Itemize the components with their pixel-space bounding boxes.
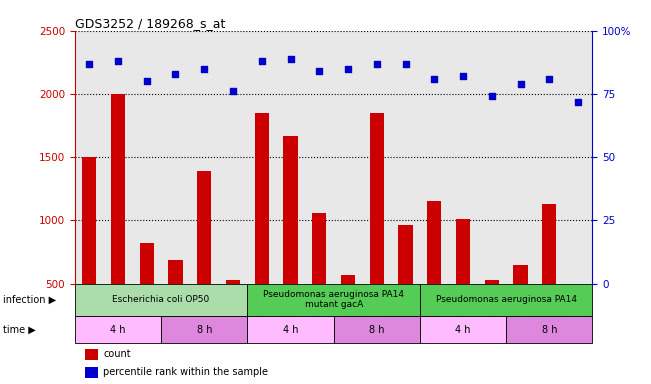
Point [544,76,555,82]
Bar [111,94,125,347]
Text: 8 h: 8 h [369,324,385,334]
Point [171,71,181,77]
Bar [75,316,161,343]
Point [429,76,439,82]
Bar [542,204,557,347]
Bar [333,316,420,343]
Point [314,68,324,74]
Point [486,93,497,99]
Bar [169,260,183,347]
Bar [161,316,247,343]
Point [199,66,210,72]
Bar [139,243,154,347]
Text: 4 h: 4 h [283,324,298,334]
Bar [247,316,333,343]
Point [228,88,238,94]
Bar [283,136,298,347]
Bar [85,367,98,378]
Point [458,73,468,79]
Bar [370,113,384,347]
Point [113,58,123,64]
Point [141,78,152,84]
Text: GDS3252 / 189268_s_at: GDS3252 / 189268_s_at [75,17,225,30]
Point [285,55,296,61]
Text: infection ▶: infection ▶ [3,295,57,305]
Text: percentile rank within the sample: percentile rank within the sample [104,367,268,377]
Text: count: count [104,349,131,359]
Point [573,98,583,104]
Bar [484,280,499,347]
Text: 8 h: 8 h [542,324,557,334]
Bar [398,225,413,347]
Bar [420,316,506,343]
Bar [82,157,96,347]
Text: time ▶: time ▶ [3,324,36,334]
Bar [255,113,269,347]
Point [400,61,411,67]
Text: Pseudomonas aeruginosa PA14
mutant gacA: Pseudomonas aeruginosa PA14 mutant gacA [263,290,404,310]
Bar [420,284,592,316]
Point [343,66,353,72]
Bar [571,284,585,347]
Text: 4 h: 4 h [455,324,471,334]
Text: 8 h: 8 h [197,324,212,334]
Bar [341,275,355,347]
Bar [312,213,326,347]
Point [372,61,382,67]
Bar [427,202,441,347]
Bar [197,171,212,347]
Point [84,61,94,67]
Bar [247,284,420,316]
Text: Pseudomonas aeruginosa PA14: Pseudomonas aeruginosa PA14 [436,295,577,304]
Text: Escherichia coli OP50: Escherichia coli OP50 [113,295,210,304]
Bar [226,280,240,347]
Point [256,58,267,64]
Bar [514,265,528,347]
Bar [456,219,470,347]
Bar [75,284,247,316]
Point [516,81,526,87]
Text: 4 h: 4 h [110,324,126,334]
Bar [85,349,98,360]
Bar [506,316,592,343]
